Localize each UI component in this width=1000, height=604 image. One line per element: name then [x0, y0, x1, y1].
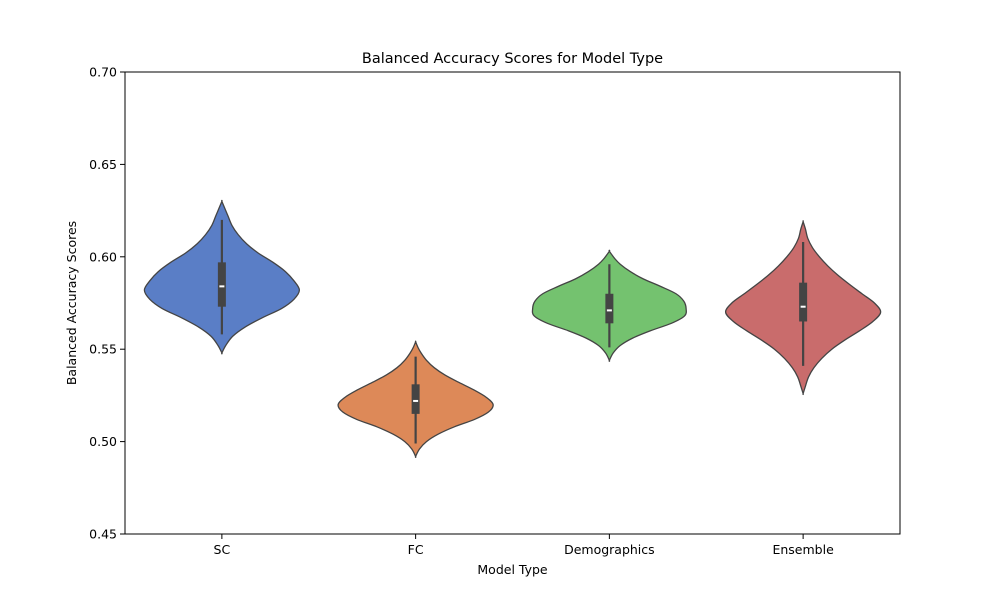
violin-sc	[143, 199, 301, 355]
violin-iqr-box	[799, 282, 808, 322]
x-tick-label: FC	[408, 542, 424, 557]
x-tick-label: Demographics	[564, 542, 655, 557]
y-tick-label: 0.50	[89, 434, 117, 449]
violin-demographics	[531, 249, 687, 362]
x-tick-label: Ensemble	[772, 542, 834, 557]
violin-iqr-box	[411, 384, 420, 414]
violin-iqr-box	[605, 293, 614, 324]
x-axis: SC FC Demographics Ensemble	[214, 534, 834, 557]
violin-fc	[337, 340, 494, 458]
y-tick-label: 0.60	[89, 249, 117, 264]
chart-title: Balanced Accuracy Scores for Model Type	[362, 51, 663, 67]
axes-frame	[124, 71, 901, 535]
x-axis-label: Model Type	[477, 562, 548, 577]
y-tick-label: 0.65	[89, 157, 117, 172]
violin-group	[143, 199, 882, 458]
x-tick-label: SC	[214, 542, 231, 557]
y-tick-label: 0.70	[89, 65, 117, 80]
violin-iqr-box	[217, 262, 226, 307]
y-axis: 0.45 0.50 0.55 0.60 0.65 0.70	[89, 65, 125, 542]
y-tick-label: 0.45	[89, 527, 117, 542]
y-tick-label: 0.55	[89, 342, 117, 357]
y-axis-label: Balanced Accuracy Scores	[64, 221, 79, 385]
violin-ensemble	[724, 220, 882, 396]
